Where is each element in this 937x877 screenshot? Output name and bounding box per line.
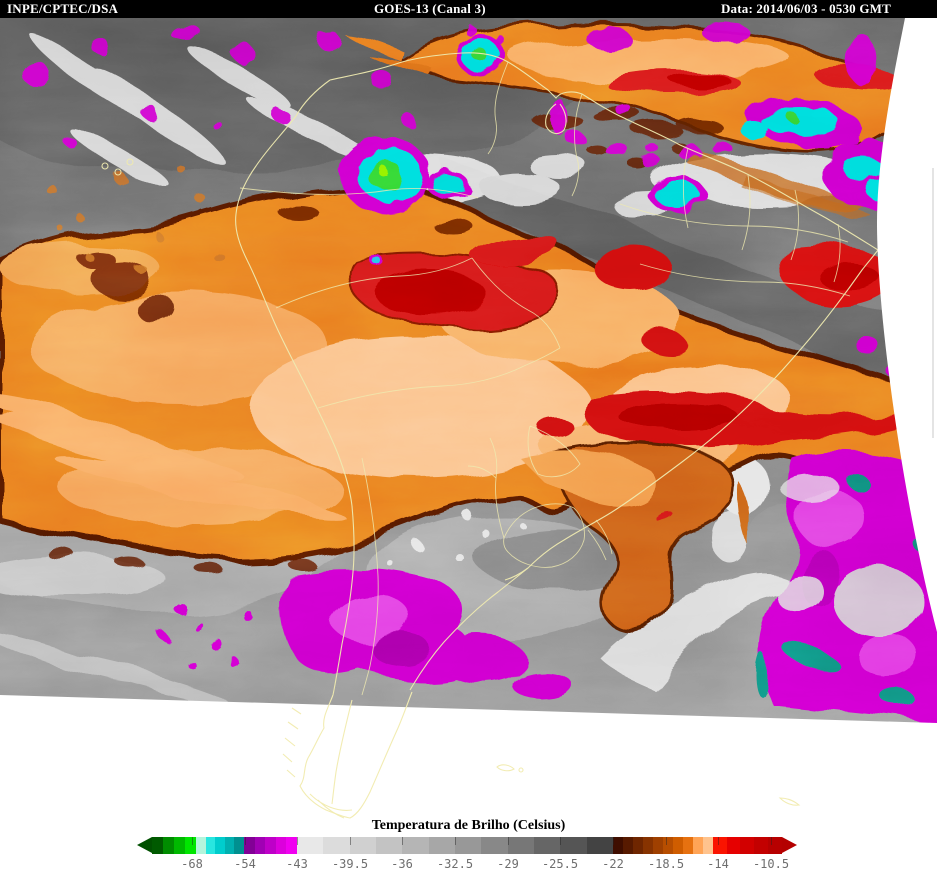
- colorbar-tick-label: -68: [181, 857, 203, 871]
- colorbar-segment: [632, 837, 643, 854]
- coast-pacific: [235, 79, 355, 696]
- colorbar-segment: [152, 837, 163, 854]
- colorbar-segment: [244, 837, 255, 854]
- colorbar-tick-notch: [718, 837, 719, 845]
- colorbar-tick-notch: [508, 837, 509, 845]
- colorbar-segment: [740, 837, 755, 854]
- colorbar-segment: [652, 837, 663, 854]
- colorbar-tick-label: -29: [497, 857, 519, 871]
- colorbar-segment: [163, 837, 174, 854]
- colorbar-tick-label: -39.5: [331, 857, 369, 871]
- colorbar-tick-notch: [666, 837, 667, 845]
- colorbar-tick-label: -54: [234, 857, 256, 871]
- colorbar-segment: [507, 837, 534, 854]
- colorbar-tick-notch: [297, 837, 298, 845]
- colorbar-segment: [586, 837, 613, 854]
- coast-atlantic: [409, 249, 879, 691]
- colorbar-segments: [152, 837, 782, 854]
- colorbar-segment: [612, 837, 623, 854]
- colorbar-tick-notch: [613, 837, 614, 845]
- colorbar-segment: [234, 837, 245, 854]
- colorbar-tick-notch: [560, 837, 561, 845]
- colorbar-segment: [560, 837, 587, 854]
- lake-maracaibo: [545, 103, 567, 135]
- colorbar-tick-label: -43: [286, 857, 308, 871]
- galapagos-islands: [101, 158, 134, 176]
- colorbar-segment: [224, 837, 235, 854]
- colorbar-segment: [768, 837, 782, 854]
- falkland-islands-outline: [496, 764, 515, 772]
- colorbar-tick-notch: [455, 837, 456, 845]
- colorbar-segment: [297, 837, 324, 854]
- colorbar-segment: [672, 837, 683, 854]
- satellite-raster: [0, 18, 937, 723]
- colorbar-segment: [286, 837, 298, 854]
- colorbar-segment: [254, 837, 266, 854]
- colorbar-segment: [265, 837, 276, 854]
- colorbar-segment: [481, 837, 508, 854]
- colorbar-segment: [402, 837, 429, 854]
- colorbar-tick-notch: [402, 837, 403, 845]
- colorbar-segment: [215, 837, 225, 854]
- colorbar-segment: [692, 837, 703, 854]
- colorbar-tick-label: -32.5: [436, 857, 474, 871]
- satellite-map: [0, 18, 937, 819]
- colorbar-segment: [323, 837, 350, 854]
- colorbar-segment: [205, 837, 216, 854]
- colorbar-segment: [682, 837, 693, 854]
- colorbar-segment: [712, 837, 727, 854]
- colorbar-tick-label: -18.5: [647, 857, 685, 871]
- colorbar-segment: [754, 837, 769, 854]
- colorbar-tick-notch: [350, 837, 351, 845]
- colorbar-segment: [196, 837, 206, 854]
- colorbar-segment: [533, 837, 561, 854]
- country-borders: [239, 61, 851, 696]
- header-datetime: Data: 2014/06/03 - 0530 GMT: [720, 1, 891, 16]
- header-channel: GOES-13 (Canal 3): [374, 1, 486, 16]
- colorbar-segment: [174, 837, 185, 854]
- colorbar-arrow-right: [782, 837, 797, 853]
- colorbar-segment: [454, 837, 482, 854]
- colorbar-segment: [185, 837, 196, 854]
- streak-texture-overlay: [0, 18, 937, 723]
- header-agency: INPE/CPTEC/DSA: [7, 1, 119, 16]
- colorbar-tick-notch: [771, 837, 772, 845]
- colorbar-segment: [642, 837, 653, 854]
- colorbar-title: Temperatura de Brilho (Celsius): [371, 818, 566, 833]
- colorbar-segment: [275, 837, 287, 854]
- colorbar-segment: [702, 837, 713, 854]
- header-bar: INPE/CPTEC/DSA GOES-13 (Canal 3) Data: 2…: [0, 0, 937, 18]
- colorbar-tick-label: -14: [707, 857, 729, 871]
- colorbar-tick-label: -25.5: [541, 857, 579, 871]
- colorbar-segment: [726, 837, 741, 854]
- colorbar-tick-notch: [192, 837, 193, 845]
- colorbar-segment: [428, 837, 455, 854]
- south-georgia-outline: [778, 797, 801, 806]
- colorbar-arrow-left: [137, 837, 152, 853]
- colorbar-tick-label: -10.5: [752, 857, 790, 871]
- colorbar-segment: [349, 837, 377, 854]
- la-plata-inlet: [504, 567, 529, 581]
- colorbar-segment: [376, 837, 403, 854]
- colorbar-tick-notch: [245, 837, 246, 845]
- colorbar-segment: [622, 837, 633, 854]
- coastline-overlay: [101, 52, 879, 696]
- patagonia-outline: [282, 691, 801, 819]
- colorbar-segment: [662, 837, 673, 854]
- colorbar-tick-label: -36: [391, 857, 413, 871]
- colorbar-tick-label: -22: [602, 857, 624, 871]
